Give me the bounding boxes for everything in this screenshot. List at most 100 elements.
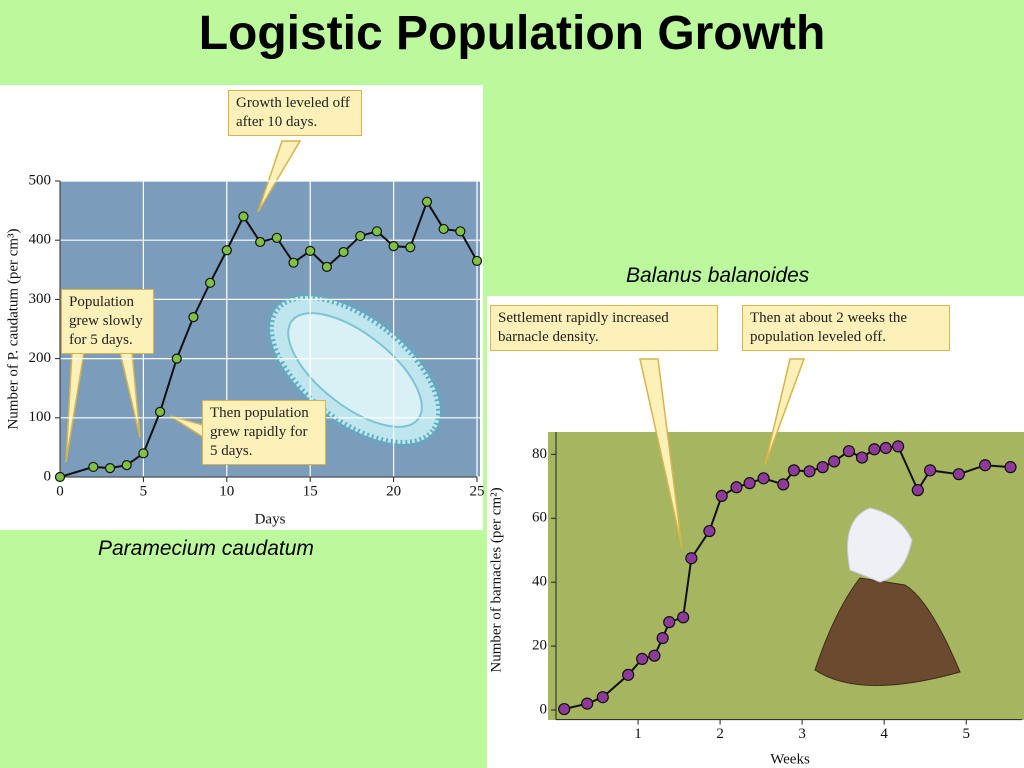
data-point: [656, 632, 669, 645]
x-tick-label: 15: [303, 483, 318, 499]
data-point: [636, 652, 649, 665]
x-tick-label: 1: [634, 726, 642, 742]
data-point: [188, 312, 199, 323]
data-point: [471, 255, 483, 267]
data-point: [924, 464, 937, 477]
chart-title: Paramecium caudatum: [98, 537, 314, 560]
y-tick-label: 80: [532, 446, 547, 462]
data-point: [271, 232, 282, 243]
data-point: [205, 277, 216, 288]
x-tick-label: 2: [716, 726, 724, 742]
data-point: [803, 465, 816, 478]
data-point: [388, 241, 399, 252]
data-point: [855, 451, 869, 464]
data-point: [879, 441, 892, 455]
data-point: [787, 464, 801, 477]
barnacle: [814, 577, 961, 686]
data-point: [816, 461, 829, 474]
data-point: [952, 468, 965, 481]
x-tick-label: 10: [219, 483, 234, 499]
data-point: [703, 524, 716, 538]
callout-tail: [639, 358, 683, 549]
y-tick-label: 400: [29, 232, 52, 248]
data-point: [321, 261, 332, 272]
data-point: [868, 443, 881, 456]
data-point: [421, 196, 433, 207]
y-tick-label: 0: [540, 701, 548, 717]
data-point: [405, 242, 416, 253]
y-tick-label: 500: [29, 172, 52, 188]
x-tick-label: 5: [962, 726, 970, 742]
paramecium-body: [287, 312, 423, 428]
data-point: [978, 459, 992, 472]
data-point: [596, 691, 609, 704]
y-tick-label: 0: [44, 468, 52, 484]
annotation: Settlement rapidly increased barnacle de…: [490, 305, 718, 351]
data-point: [371, 226, 383, 237]
data-point: [154, 406, 166, 417]
x-tick-label: 3: [798, 726, 806, 742]
data-point: [1004, 461, 1017, 474]
y-tick-label: 40: [532, 574, 547, 590]
chart: 0 100 200 300 400 500 0 5 10 15 20 25 Days Number of …: [5, 172, 484, 527]
annotation: Then population grew rapidly for 5 days.: [202, 400, 326, 465]
x-tick-label: 0: [56, 483, 64, 499]
data-point: [581, 697, 594, 710]
callout-tail: [764, 358, 806, 466]
data-point: [288, 257, 299, 268]
data-point: [715, 489, 728, 503]
annotation: Then at about 2 weeks the population lev…: [742, 305, 950, 351]
data-point: [305, 245, 316, 256]
data-point: [88, 461, 99, 473]
data-point: [104, 463, 116, 474]
data-point: [221, 245, 232, 256]
data-point: [757, 472, 770, 485]
data-point: [743, 477, 756, 490]
chart: 0 20 40 60 80 1 2 3 4 5 Weeks Number of barnacles (…: [488, 432, 1022, 767]
data-point: [255, 236, 266, 248]
slide-title: Logistic Population Growth: [198, 7, 826, 60]
y-tick-label: 100: [29, 409, 52, 425]
data-point: [355, 230, 366, 242]
y-tick-label: 300: [29, 291, 52, 307]
data-point: [558, 702, 571, 716]
data-point: [648, 649, 661, 662]
data-point: [455, 226, 466, 237]
x-axis-label: Weeks: [770, 751, 810, 767]
data-point: [622, 668, 635, 681]
data-point: [171, 353, 182, 364]
data-point: [842, 445, 855, 458]
annotation: Population grew slowly for 5 days.: [61, 289, 154, 354]
data-point: [892, 440, 905, 453]
data-point: [338, 246, 349, 258]
x-tick-label: 5: [140, 483, 148, 499]
data-point: [121, 460, 132, 471]
callout-tail: [257, 140, 302, 213]
x-tick-label: 4: [880, 726, 888, 742]
y-tick-label: 60: [532, 510, 547, 526]
data-point: [730, 481, 743, 494]
y-tick-label: 20: [532, 638, 547, 654]
x-tick-label: 25: [470, 483, 485, 499]
data-point: [911, 484, 924, 497]
x-axis-label: Days: [255, 511, 286, 527]
data-point: [54, 471, 66, 483]
data-point: [138, 448, 149, 459]
y-tick-label: 200: [29, 350, 52, 366]
y-axis-label: Number of barnacles (per cm²): [488, 487, 504, 672]
data-point: [663, 616, 676, 629]
data-point: [238, 211, 249, 222]
illustrations: [265, 292, 961, 686]
data-point: [828, 455, 841, 468]
data-point: [677, 611, 690, 624]
annotation: Growth leveled off after 10 days.: [228, 90, 362, 136]
data-point: [685, 552, 698, 565]
data-point: [777, 478, 790, 491]
x-tick-label: 20: [386, 483, 401, 499]
data-point: [438, 223, 449, 235]
barnacle-cirri: [847, 507, 913, 583]
plot-area: [548, 432, 1024, 720]
y-axis-label: Number of P. caudatum (per cm³): [5, 228, 21, 429]
callout-tails: [65, 140, 806, 549]
